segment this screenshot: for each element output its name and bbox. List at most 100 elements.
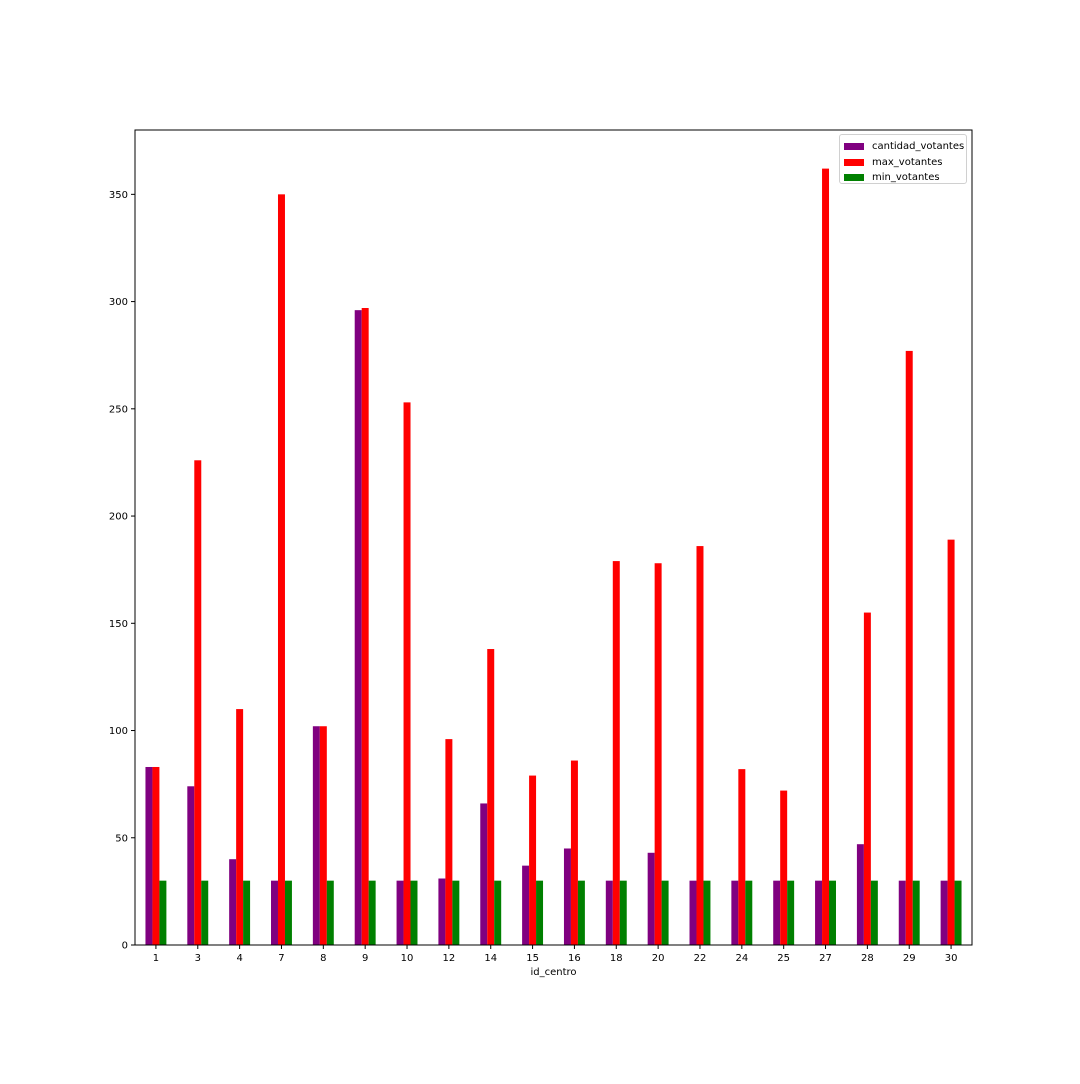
bar-cantidad-votantes-4 <box>229 859 237 945</box>
bar-max-votantes-14 <box>487 649 495 945</box>
legend-label-max-votantes: max_votantes <box>872 156 943 168</box>
bar-min-votantes-10 <box>410 880 418 945</box>
x-tick-label-1: 1 <box>153 953 159 964</box>
bar-min-votantes-24 <box>745 880 753 945</box>
legend-swatch-max-votantes <box>844 158 864 166</box>
bar-min-votantes-30 <box>954 880 962 945</box>
bar-min-votantes-8 <box>326 880 334 945</box>
x-tick-label-14: 14 <box>484 953 497 964</box>
x-tick-label-28: 28 <box>861 953 874 964</box>
bar-max-votantes-15 <box>529 775 537 945</box>
bar-cantidad-votantes-14 <box>480 803 488 945</box>
legend-swatch-cantidad-votantes <box>844 143 864 151</box>
y-tick-label-100: 100 <box>109 726 128 737</box>
x-tick-label-22: 22 <box>694 953 707 964</box>
bar-max-votantes-20 <box>654 563 662 945</box>
y-tick-label-150: 150 <box>109 619 128 630</box>
bar-cantidad-votantes-7 <box>271 880 278 945</box>
y-tick-label-300: 300 <box>109 297 128 308</box>
bar-cantidad-votantes-1 <box>145 766 153 945</box>
bar-cantidad-votantes-30 <box>940 880 948 945</box>
x-tick-label-10: 10 <box>401 953 414 964</box>
bar-max-votantes-25 <box>780 790 788 945</box>
bar-max-votantes-3 <box>194 460 202 945</box>
bar-max-votantes-24 <box>738 769 746 945</box>
bar-min-votantes-27 <box>829 880 836 945</box>
bar-cantidad-votantes-16 <box>563 848 571 945</box>
bar-cantidad-votantes-29 <box>898 880 906 945</box>
legend-swatch-min-votantes <box>844 174 864 182</box>
bar-cantidad-votantes-27 <box>815 880 823 945</box>
plot-frame <box>134 129 973 946</box>
bar-max-votantes-28 <box>863 612 871 945</box>
bar-cantidad-votantes-3 <box>187 786 195 945</box>
bar-min-votantes-25 <box>787 880 795 945</box>
bar-cantidad-votantes-10 <box>396 880 404 945</box>
bar-cantidad-votantes-12 <box>438 878 446 945</box>
x-axis-label: id_centro <box>530 967 576 978</box>
legend-item-cantidad-votantes: cantidad_votantes <box>844 139 966 155</box>
x-tick-label-9: 9 <box>362 953 368 964</box>
x-tick-label-16: 16 <box>568 953 581 964</box>
bar-max-votantes-18 <box>612 561 620 945</box>
bar-min-votantes-1 <box>159 880 167 945</box>
bar-max-votantes-4 <box>236 709 244 945</box>
bar-cantidad-votantes-22 <box>689 880 697 945</box>
legend-label-min-votantes: min_votantes <box>872 172 940 184</box>
bar-cantidad-votantes-8 <box>312 726 320 945</box>
x-tick-label-12: 12 <box>443 953 456 964</box>
bar-cantidad-votantes-15 <box>522 865 530 945</box>
bar-min-votantes-7 <box>284 880 292 945</box>
bar-cantidad-votantes-9 <box>354 310 362 945</box>
legend: cantidad_votantes max_votantes min_votan… <box>839 134 967 184</box>
x-tick-label-25: 25 <box>777 953 790 964</box>
bar-max-votantes-7 <box>277 194 285 946</box>
y-tick-label-200: 200 <box>109 512 128 523</box>
bar-min-votantes-12 <box>452 880 460 945</box>
x-tick-label-24: 24 <box>735 953 748 964</box>
bar-min-votantes-9 <box>368 880 376 945</box>
x-tick-label-29: 29 <box>903 953 916 964</box>
x-tick-label-8: 8 <box>320 953 326 964</box>
x-tick-label-30: 30 <box>945 953 958 964</box>
bar-max-votantes-29 <box>905 350 913 945</box>
x-tick-label-18: 18 <box>610 953 623 964</box>
axes-layer: 0 50 100 150 200 250 300 350 1 3 4 7 8 9 10 12 14 15 16 18 2… <box>109 129 973 964</box>
bar-min-votantes-18 <box>619 880 627 945</box>
bar-max-votantes-12 <box>445 739 453 945</box>
x-tick-label-20: 20 <box>652 953 665 964</box>
bar-min-votantes-3 <box>201 880 209 945</box>
bar-cantidad-votantes-18 <box>605 880 613 945</box>
legend-item-min-votantes: min_votantes <box>844 170 966 186</box>
x-tick-label-7: 7 <box>278 953 284 964</box>
bar-cantidad-votantes-25 <box>773 880 781 945</box>
bar-min-votantes-16 <box>577 880 585 945</box>
bar-cantidad-votantes-24 <box>731 880 739 945</box>
bars-layer <box>145 168 962 946</box>
y-tick-label-350: 350 <box>109 190 128 201</box>
bar-max-votantes-9 <box>361 308 369 945</box>
bar-max-votantes-22 <box>696 546 704 945</box>
x-tick-label-15: 15 <box>526 953 539 964</box>
legend-label-cantidad-votantes: cantidad_votantes <box>872 141 965 153</box>
x-tick-label-27: 27 <box>819 953 832 964</box>
bar-min-votantes-28 <box>870 880 878 945</box>
bar-max-votantes-27 <box>822 168 830 946</box>
bar-max-votantes-1 <box>152 766 160 945</box>
bar-max-votantes-8 <box>319 726 327 945</box>
bar-max-votantes-30 <box>947 539 955 945</box>
bar-min-votantes-14 <box>494 880 502 945</box>
bar-max-votantes-16 <box>570 760 578 945</box>
bar-min-votantes-20 <box>661 880 669 945</box>
x-tick-label-4: 4 <box>236 953 242 964</box>
bar-cantidad-votantes-28 <box>856 844 864 945</box>
bar-min-votantes-4 <box>243 880 251 945</box>
legend-item-max-votantes: max_votantes <box>844 155 966 171</box>
bar-min-votantes-22 <box>703 880 711 945</box>
bar-min-votantes-29 <box>912 880 920 945</box>
y-tick-label-0: 0 <box>122 941 128 952</box>
x-tick-label-3: 3 <box>195 953 201 964</box>
bar-cantidad-votantes-20 <box>647 852 655 945</box>
